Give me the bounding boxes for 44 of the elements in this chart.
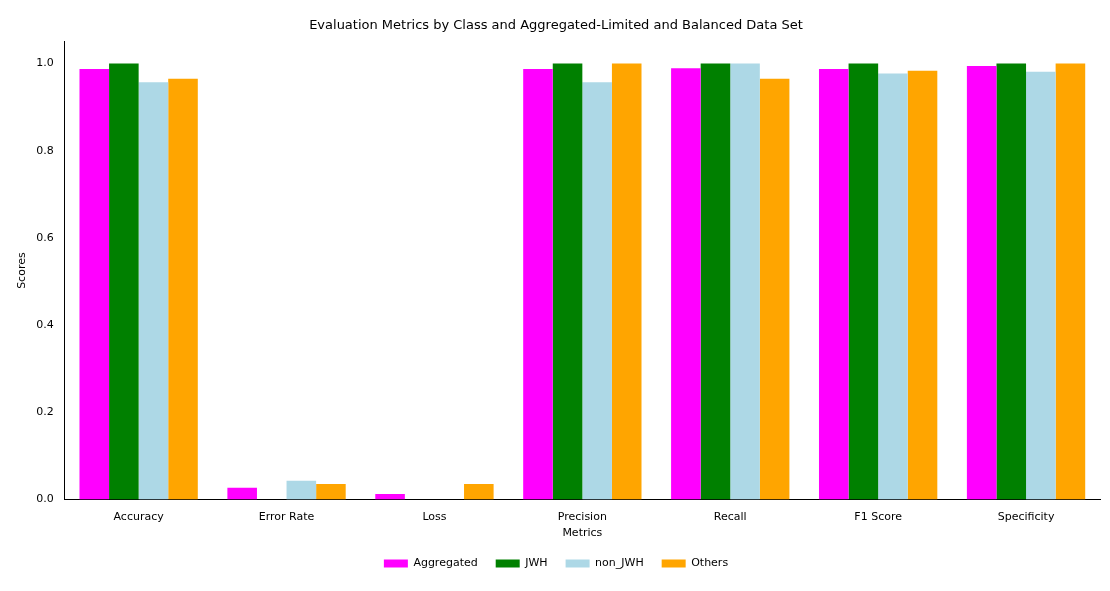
y-tick-label: 0.4	[36, 317, 54, 331]
y-axis-title: Scores	[15, 252, 29, 289]
x-tick-label: Loss	[422, 510, 447, 524]
bar	[966, 66, 997, 500]
x-tick-label: Recall	[713, 510, 747, 524]
bar	[227, 487, 257, 500]
x-tick-label: Error Rate	[258, 510, 315, 524]
legend-label: JWH	[524, 556, 548, 570]
bar	[552, 63, 583, 500]
y-tick-label: 1.0	[36, 56, 54, 70]
bar	[109, 63, 139, 500]
bar	[582, 82, 612, 500]
legend-label: non_JWH	[595, 556, 644, 570]
bar	[316, 483, 346, 500]
bar	[611, 63, 642, 500]
bar	[79, 69, 110, 500]
bar	[286, 480, 317, 500]
bar	[523, 69, 553, 500]
bar	[759, 78, 790, 500]
bar	[907, 70, 938, 500]
bar	[700, 63, 731, 500]
x-tick-label: Specificity	[997, 510, 1055, 524]
x-axis-title: Metrics	[562, 526, 603, 540]
y-tick-label: 0.0	[36, 492, 54, 506]
bar	[1055, 63, 1086, 500]
legend-label: Aggregated	[413, 556, 478, 570]
bar	[996, 63, 1027, 500]
bar	[671, 68, 701, 500]
bar	[848, 63, 879, 500]
bar	[168, 78, 198, 500]
bar	[878, 73, 908, 500]
x-tick-label: F1 Score	[854, 510, 903, 524]
x-tick-label: Precision	[557, 510, 607, 524]
x-tick-label: Accuracy	[113, 510, 165, 524]
legend-label: Others	[691, 556, 729, 570]
bar	[138, 82, 169, 500]
y-tick-label: 0.6	[36, 230, 54, 244]
bar	[730, 63, 760, 500]
bar	[464, 483, 494, 500]
chart-title: Evaluation Metrics by Class and Aggregated-Limited and Balanced Data Set	[309, 17, 803, 33]
y-tick-label: 0.2	[36, 405, 54, 419]
bar	[1026, 71, 1056, 500]
y-tick-label: 0.8	[36, 143, 54, 157]
bar	[818, 69, 849, 500]
